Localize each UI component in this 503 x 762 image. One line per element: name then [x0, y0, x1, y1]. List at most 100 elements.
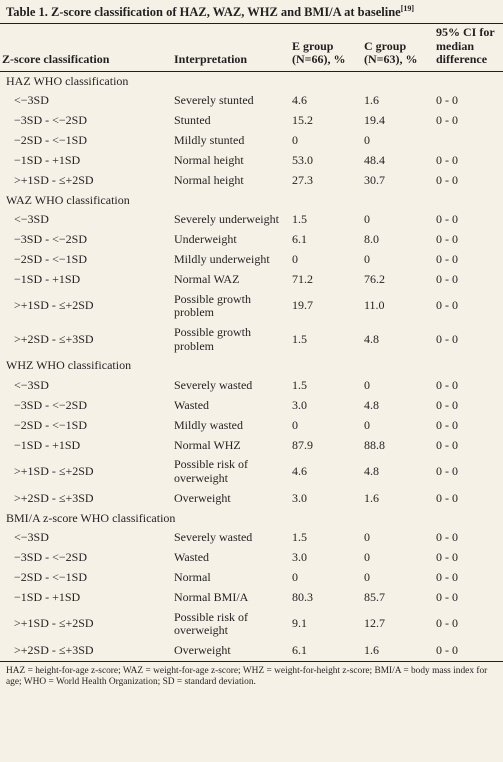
cell: 85.7: [364, 589, 385, 604]
cell: 0 - 0: [436, 93, 458, 108]
cell: 0: [292, 417, 298, 432]
data-row: −3SD - <−2SD Wasted 3.0 4.8 0 - 0: [0, 396, 503, 416]
cell: >+2SD - ≤+3SD: [14, 490, 94, 505]
cell: 4.8: [364, 331, 379, 346]
cell: Severely wasted: [174, 530, 253, 545]
cell: Severely wasted: [174, 377, 253, 392]
cell: Overweight: [172, 640, 290, 662]
cell: 0: [292, 569, 298, 584]
header-row: Z-score classification Interpretation E gr…: [0, 24, 503, 72]
data-row: <−3SD Severely stunted 4.6 1.6 0 - 0: [0, 91, 503, 111]
header-cell: 95% CI for median difference: [434, 24, 503, 72]
cell: 0 - 0: [436, 113, 458, 128]
section-row: BMI/A z-score WHO classification: [0, 509, 503, 529]
cell: 0 - 0: [434, 640, 503, 662]
cell: >+1SD - ≤+2SD: [14, 298, 94, 313]
cell: 3.0: [292, 397, 307, 412]
cell: Normal WHZ: [174, 437, 241, 452]
cell: −1SD - +1SD: [14, 271, 81, 286]
cell: 53.0: [292, 152, 313, 167]
cell: 0 - 0: [436, 437, 458, 452]
cell: >+1SD - ≤+2SD: [14, 172, 94, 187]
cell: 88.8: [364, 437, 385, 452]
cell: Wasted: [174, 397, 210, 412]
cell: <−3SD: [14, 530, 49, 545]
data-row: −1SD - +1SD Normal WHZ 87.9 88.8 0 - 0: [0, 435, 503, 455]
cell: 4.8: [364, 397, 379, 412]
cell: 0: [364, 377, 370, 392]
table: Z-score classification Interpretation E gr…: [0, 24, 503, 662]
cell: [434, 131, 503, 151]
cell: Normal BMI/A: [174, 589, 249, 604]
cell: >+1SD - ≤+2SD: [14, 616, 94, 631]
data-row: >+1SD - ≤+2SD Possible risk of overweight…: [0, 608, 503, 641]
cell: 0 - 0: [436, 212, 458, 227]
cell: −2SD - <−1SD: [14, 569, 87, 584]
cell: −3SD - <−2SD: [14, 232, 87, 247]
cell: 0 - 0: [436, 417, 458, 432]
cell: 0: [364, 212, 370, 227]
cell: 1.5: [292, 530, 307, 545]
cell: −3SD - <−2SD: [14, 397, 87, 412]
cell: 0: [364, 530, 370, 545]
data-row: >+1SD - ≤+2SD Possible growth problem 19.7…: [0, 290, 503, 323]
cell: 0 - 0: [436, 251, 458, 266]
section-title: WAZ WHO classification: [6, 192, 130, 207]
data-row: −1SD - +1SD Normal height 53.0 48.4 0 - 0: [0, 151, 503, 171]
cell: Possible growth problem: [174, 325, 252, 353]
section-title: HAZ WHO classification: [6, 73, 129, 88]
section-row: WAZ WHO classification: [0, 191, 503, 211]
section-title: WHZ WHO classification: [6, 358, 132, 373]
cell: −2SD - <−1SD: [14, 251, 87, 266]
header-cell: E group (N=66), %: [290, 24, 362, 72]
cell: 4.6: [292, 93, 307, 108]
cell: 0 - 0: [436, 172, 458, 187]
data-row: >+2SD - ≤+3SD Possible growth problem 1.5 4…: [0, 323, 503, 356]
cell: −1SD - +1SD: [14, 589, 81, 604]
cell: 0 - 0: [436, 490, 458, 505]
cell: <−3SD: [14, 93, 49, 108]
cell: 6.1: [290, 640, 362, 662]
header-cell: Z-score classification: [0, 24, 172, 72]
cell: 0 - 0: [436, 550, 458, 565]
cell: 0 - 0: [436, 232, 458, 247]
cell: 1.5: [292, 331, 307, 346]
cell: Severely underweight: [174, 212, 279, 227]
cell: 0 - 0: [436, 589, 458, 604]
cell: Normal height: [174, 152, 244, 167]
cell: Stunted: [174, 113, 211, 128]
cell: 19.7: [292, 298, 313, 313]
data-row: >+1SD - ≤+2SD Possible risk of overweight…: [0, 455, 503, 488]
table-title: Table 1. Z-score classification of HAZ, …: [0, 0, 503, 25]
cell: 12.7: [364, 616, 385, 631]
cell: 80.3: [292, 589, 313, 604]
cell: −2SD - <−1SD: [14, 133, 87, 148]
cell: <−3SD: [14, 377, 49, 392]
cell: 0 - 0: [436, 397, 458, 412]
cell: 0 - 0: [436, 530, 458, 545]
cell: 3.0: [292, 550, 307, 565]
cell: Possible risk of overweight: [174, 609, 249, 638]
cell: −3SD - <−2SD: [14, 113, 87, 128]
cell: Overweight: [174, 490, 231, 505]
cell: 0 - 0: [436, 377, 458, 392]
cell: 48.4: [364, 152, 385, 167]
header-cell: C group (N=63), %: [362, 24, 434, 72]
title-text: Table 1. Z-score classification of HAZ, …: [6, 5, 401, 20]
cell: >+2SD - ≤+3SD: [0, 640, 172, 662]
cell: 0: [364, 550, 370, 565]
header-cell: Interpretation: [172, 24, 290, 72]
cell: −3SD - <−2SD: [14, 550, 87, 565]
cell: 27.3: [292, 172, 313, 187]
cell: 8.0: [364, 232, 379, 247]
cell: Mildly underweight: [174, 251, 270, 266]
data-row: −1SD - +1SD Normal BMI/A 80.3 85.7 0 - 0: [0, 588, 503, 608]
cell: 0 - 0: [436, 569, 458, 584]
cell: 15.2: [292, 113, 313, 128]
data-row: <−3SD Severely wasted 1.5 0 0 - 0: [0, 528, 503, 548]
cell: Possible risk of overweight: [174, 457, 249, 485]
cell: 0: [364, 569, 370, 584]
cell: −1SD - +1SD: [14, 437, 81, 452]
data-row: >+2SD - ≤+3SD Overweight 6.1 1.6 0 - 0: [0, 640, 503, 662]
cell: Underweight: [174, 232, 237, 247]
